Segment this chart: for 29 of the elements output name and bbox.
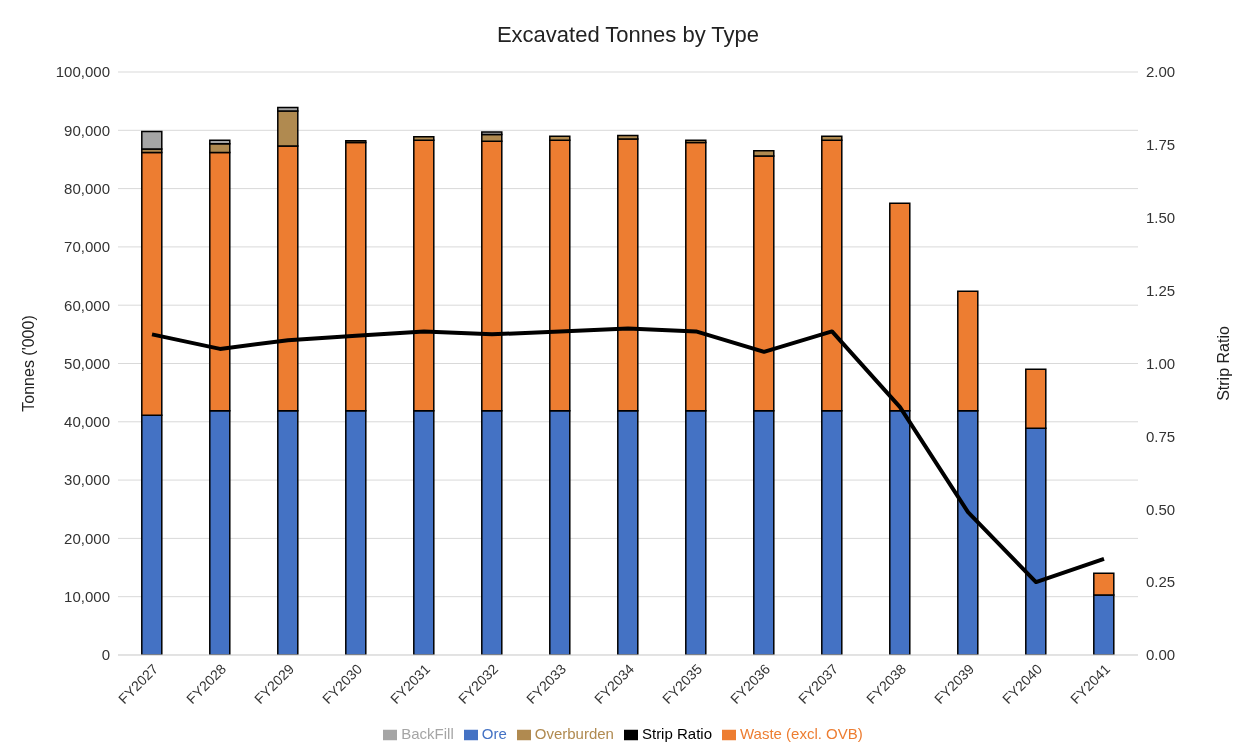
chart-title: Excavated Tonnes by Type [495,21,761,49]
y-axis-title: Tonnes ('000) [19,315,37,412]
y2-tick-label: 1.75 [1146,136,1176,154]
y-tick-label: 40,000 [64,413,110,431]
y2-tick-label: 1.50 [1146,209,1176,227]
y2-tick-label: 0.50 [1146,500,1176,518]
y2-tick-label: 0.00 [1146,646,1176,664]
legend-label: Ore [481,724,507,742]
y-tick-label: 10,000 [64,588,110,605]
y-tick-label: 0 [101,646,110,664]
y-tick-label: 50,000 [64,354,110,372]
y2-tick-label: 0.25 [1146,573,1176,591]
y2-axis-title: Strip Ratio [1214,326,1232,401]
y2-tick-label: 1.25 [1146,281,1176,299]
y-tick-label: 90,000 [64,121,110,139]
y-tick-label: 70,000 [64,238,110,256]
legend-label: BackFill [401,724,454,742]
y2-tick-label: 0.75 [1146,427,1176,445]
y-tick-label: 60,000 [64,296,110,314]
bar [141,130,163,150]
y2-tick-label: 2.00 [1146,63,1176,81]
y2-tick-label: 1.00 [1146,354,1176,372]
legend-label: Strip Ratio [641,724,712,742]
y-tick-label: 20,000 [64,529,110,547]
legend-label: Overburden [534,724,614,742]
y-tick-label: 30,000 [64,471,110,489]
y-tick-label: 100,000 [55,63,110,81]
y-tick-label: 80,000 [64,179,110,197]
legend-label: Waste (excl. OVB) [739,724,863,742]
